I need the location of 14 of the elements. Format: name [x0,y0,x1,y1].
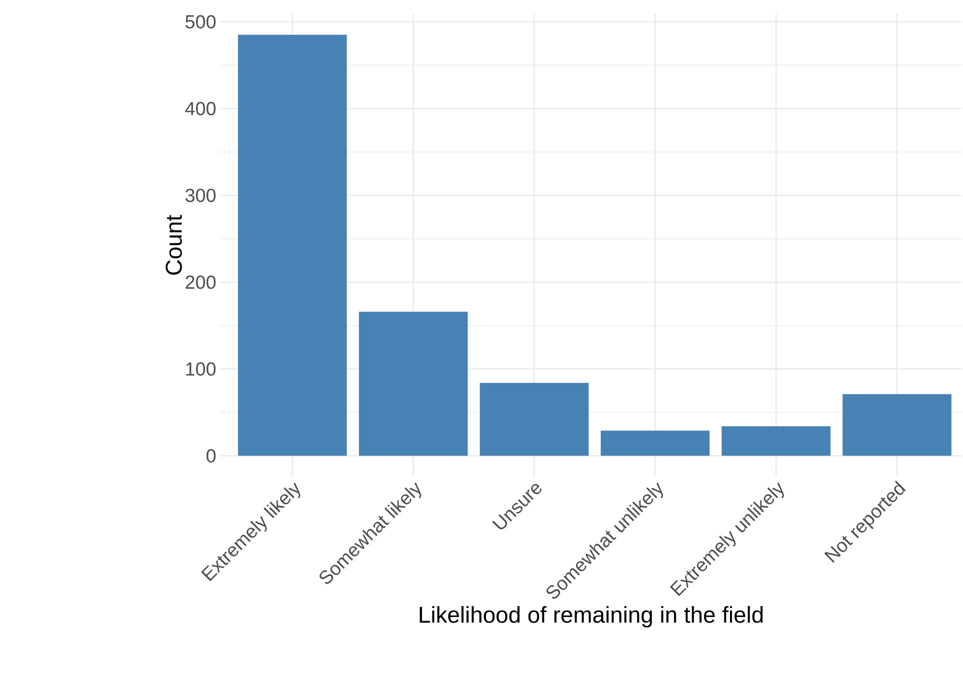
bar [722,426,830,456]
y-axis-title: Count [166,214,182,274]
x-axis-title: Likelihood of remaining in the field [420,606,763,628]
y-tick-label: 400 [185,102,216,116]
y-tick-label: 100 [186,362,216,376]
y-tick-label: 0 [206,448,216,462]
bar [358,311,468,456]
y-tick-label: 500 [186,14,216,28]
bar [842,394,952,456]
bar [238,34,347,456]
bar [480,382,589,456]
bar [600,430,710,456]
y-tick-label: 300 [185,188,216,202]
y-tick-label: 200 [186,275,216,289]
